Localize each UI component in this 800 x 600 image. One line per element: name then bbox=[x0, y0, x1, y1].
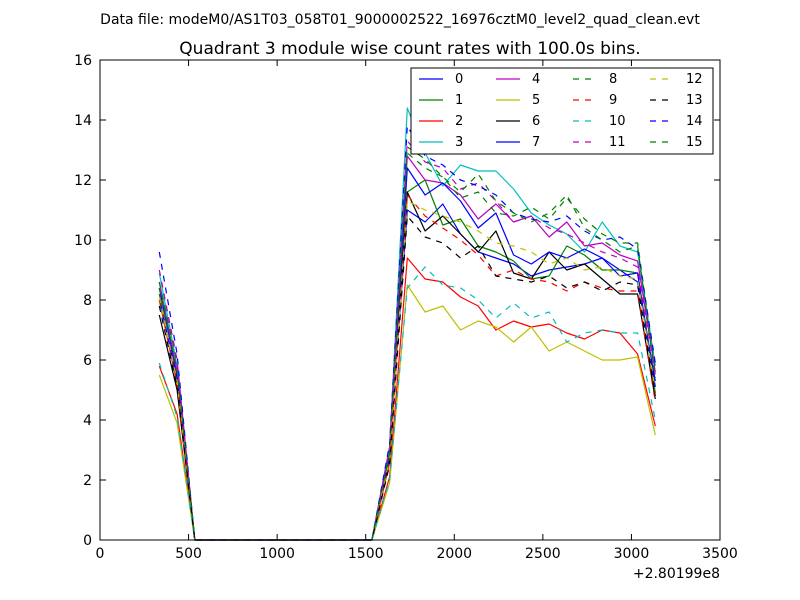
legend-label-1: 1 bbox=[455, 93, 463, 108]
legend-label-5: 5 bbox=[532, 93, 540, 108]
x-tick-label: 2000 bbox=[436, 546, 472, 562]
y-tick-label: 4 bbox=[83, 413, 92, 429]
legend-label-11: 11 bbox=[609, 135, 626, 150]
x-tick-label: 3000 bbox=[614, 546, 650, 562]
x-tick-label: 0 bbox=[96, 546, 105, 562]
legend-label-3: 3 bbox=[455, 135, 463, 150]
legend-label-12: 12 bbox=[686, 72, 703, 87]
legend-label-0: 0 bbox=[455, 72, 463, 87]
y-tick-label: 14 bbox=[74, 113, 92, 129]
chart-suptitle: Data file: modeM0/AS1T03_058T01_90000025… bbox=[100, 12, 700, 28]
legend-label-7: 7 bbox=[532, 135, 540, 150]
x-tick-label: 1000 bbox=[259, 546, 295, 562]
y-tick-label: 2 bbox=[83, 473, 92, 489]
legend-label-9: 9 bbox=[609, 93, 617, 108]
legend-label-4: 4 bbox=[532, 72, 540, 87]
legend-label-13: 13 bbox=[686, 93, 703, 108]
legend-label-8: 8 bbox=[609, 72, 617, 87]
y-tick-label: 12 bbox=[74, 173, 92, 189]
legend-label-14: 14 bbox=[686, 114, 703, 129]
legend-label-6: 6 bbox=[532, 114, 540, 129]
y-tick-label: 10 bbox=[74, 233, 92, 249]
x-tick-label: 1500 bbox=[348, 546, 384, 562]
x-tick-label: 2500 bbox=[525, 546, 561, 562]
x-tick-label: 3500 bbox=[702, 546, 738, 562]
series-line-11 bbox=[158, 140, 656, 541]
legend-label-2: 2 bbox=[455, 114, 463, 129]
legend-label-15: 15 bbox=[686, 135, 703, 150]
y-tick-label: 16 bbox=[74, 53, 92, 69]
y-tick-label: 8 bbox=[83, 293, 92, 309]
axes-layer: 0 500 1000 1500 2000 2500 3000 3500024681012141… bbox=[74, 53, 738, 562]
y-tick-label: 6 bbox=[83, 353, 92, 369]
x-offset-label: +2.80199e8 bbox=[633, 566, 720, 582]
y-tick-label: 0 bbox=[83, 533, 92, 549]
legend-label-10: 10 bbox=[609, 114, 626, 129]
legend-box bbox=[410, 67, 714, 155]
chart-title: Quadrant 3 module wise count rates with … bbox=[179, 39, 640, 59]
series-line-13 bbox=[158, 215, 656, 541]
x-tick-label: 500 bbox=[175, 546, 202, 562]
